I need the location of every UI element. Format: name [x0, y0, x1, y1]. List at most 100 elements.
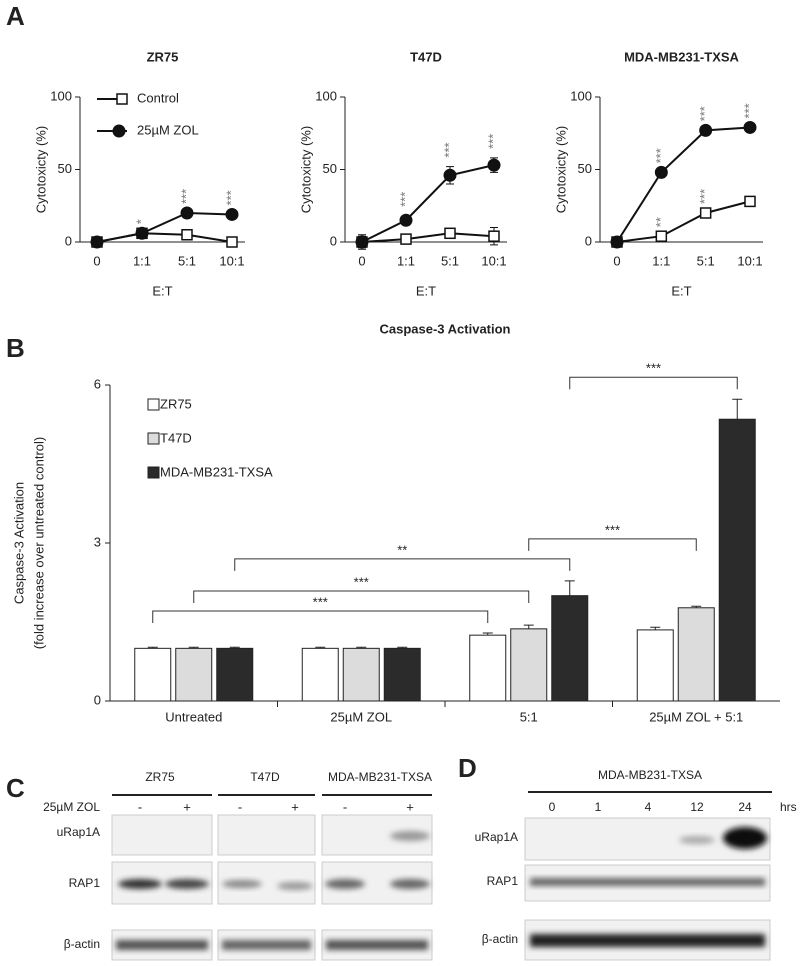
y-axis-label: Cytotoxicty (%) [298, 126, 313, 213]
column-label: MDA-MB231-TXSA [328, 770, 432, 784]
legend-swatch [147, 398, 160, 411]
legend-marker [116, 93, 128, 105]
bar [510, 628, 548, 702]
y-axis-label: Cytotoxicty (%) [33, 126, 48, 213]
treatment-label: 25µM ZOL [43, 800, 100, 814]
legend-label: Control [137, 90, 179, 105]
row-label: uRap1A [57, 825, 100, 839]
blot-box [111, 814, 213, 856]
band [530, 934, 765, 947]
bracket [152, 610, 489, 624]
marker [181, 229, 193, 241]
y-axis-label: Cytotoxicty (%) [553, 126, 568, 213]
bracket-label: *** [605, 522, 620, 537]
significance: *** [485, 134, 500, 149]
legend-label: 25µM ZOL [137, 122, 199, 137]
bracket [528, 538, 697, 551]
error-bar [564, 580, 575, 596]
sign: - [343, 799, 347, 814]
marker [400, 233, 412, 245]
marker [744, 195, 756, 208]
significance: *** [697, 106, 712, 121]
y-axis-label: Caspase-3 Activation [11, 482, 26, 604]
significance: *** [397, 192, 412, 207]
x-tick-label: 5:1 [441, 253, 459, 268]
band [679, 836, 715, 844]
bar [469, 634, 507, 702]
column-label: T47D [250, 770, 280, 784]
marker [610, 235, 624, 249]
time-label: 0 [549, 800, 556, 814]
marker [743, 120, 757, 134]
bar [636, 629, 674, 702]
chart-title: Caspase-3 Activation [379, 321, 510, 336]
legend-marker [112, 124, 126, 138]
significance: *** [441, 142, 456, 157]
y-tick-label: 50 [323, 161, 337, 176]
panel-label: C [6, 773, 25, 803]
marker [226, 236, 238, 248]
marker [355, 235, 369, 249]
legend-swatch [147, 466, 160, 479]
sign: - [238, 799, 242, 814]
sign: + [183, 799, 191, 814]
significance: *** [178, 189, 193, 204]
x-tick-label: 5:1 [697, 253, 715, 268]
x-tick-label: 25µM ZOL + 5:1 [649, 709, 743, 724]
x-tick-label: 1:1 [397, 253, 415, 268]
series-line [361, 232, 495, 243]
band [390, 879, 430, 889]
marker [90, 235, 104, 249]
x-tick-label: 5:1 [178, 253, 196, 268]
series-line [616, 126, 751, 243]
y-tick-label: 6 [94, 376, 101, 391]
marker [699, 207, 712, 219]
bar [301, 647, 339, 702]
significance: * [133, 219, 148, 224]
marker [135, 226, 149, 240]
band [116, 940, 208, 950]
error-bar [482, 632, 493, 636]
x-tick-label: 0 [358, 253, 365, 268]
error-bar [691, 605, 702, 608]
x-axis-label: E:T [416, 283, 436, 298]
time-label: 24 [738, 800, 752, 814]
bar [134, 647, 172, 702]
band [277, 882, 313, 890]
column-label: MDA-MB231-TXSA [598, 768, 702, 782]
x-tick-label: 25µM ZOL [330, 709, 392, 724]
marker [654, 165, 668, 179]
significance: *** [653, 148, 668, 163]
y-tick-label: 3 [94, 534, 101, 549]
blot-c: ZR75 T47D MDA-MB231-TXSA 25µM ZOL - + - … [43, 770, 433, 961]
time-label: 12 [690, 800, 704, 814]
y-tick-label: 0 [65, 233, 72, 248]
legend-label: ZR75 [160, 396, 192, 411]
y-axis-label: (fold increase over untreated control) [31, 437, 46, 649]
bracket [569, 376, 738, 390]
panel-label: A [6, 1, 25, 31]
legend-label: T47D [160, 430, 192, 445]
bracket-label: *** [313, 594, 328, 609]
marker [180, 206, 194, 220]
x-tick-label: 1:1 [133, 253, 151, 268]
error-bar [356, 646, 367, 649]
blot-d: MDA-MB231-TXSA 0 1 4 12 24 hrs uRap1A RA… [475, 768, 797, 961]
x-tick-label: 5:1 [520, 709, 538, 724]
band [325, 879, 365, 889]
marker [225, 207, 239, 221]
error-bar [523, 624, 534, 629]
y-tick-label: 50 [58, 161, 72, 176]
x-tick-label: 10:1 [737, 253, 762, 268]
marker [444, 227, 456, 240]
y-tick-label: 0 [585, 233, 592, 248]
error-bar [147, 646, 158, 649]
bracket-label: ** [397, 542, 407, 557]
band [723, 827, 767, 849]
column-label: ZR75 [145, 770, 175, 784]
significance: *** [697, 189, 712, 204]
band [390, 831, 430, 841]
marker [443, 168, 457, 182]
chart-title: ZR75 [147, 49, 179, 64]
